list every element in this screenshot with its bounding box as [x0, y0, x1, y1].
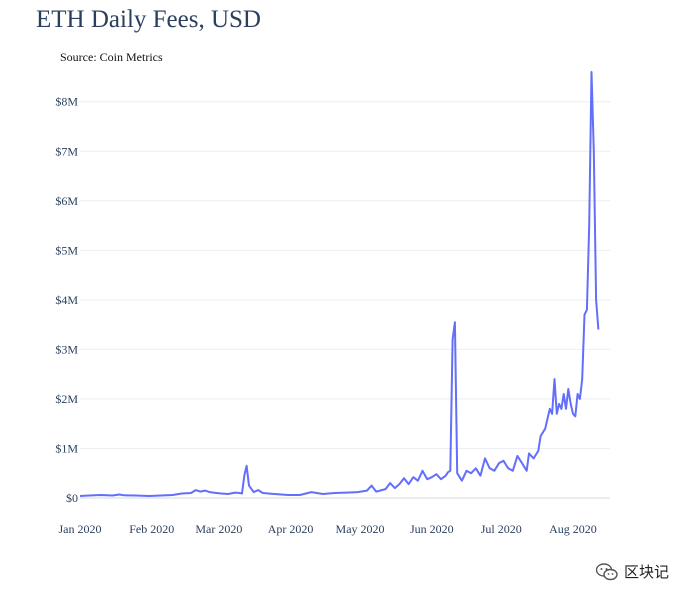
- x-axis-ticks: Jan 2020 Feb 2020 Mar 2020 Apr 2020 May 2020…: [59, 522, 597, 536]
- y-tick-label: $6M: [55, 194, 78, 208]
- y-tick-label: $0: [66, 491, 78, 505]
- series-line: [79, 71, 600, 497]
- y-axis-ticks: $0 $1M $2M $3M $4M $5M $6M $7M $8M: [55, 95, 78, 505]
- y-tick-label: $5M: [55, 243, 78, 257]
- x-tick-label: Jun 2020: [410, 522, 454, 536]
- watermark: 区块记: [595, 561, 670, 582]
- x-tick-label: Aug 2020: [549, 522, 597, 536]
- x-tick-label: Mar 2020: [195, 522, 242, 536]
- chart-title: ETH Daily Fees, USD: [36, 6, 261, 33]
- x-tick-label: Feb 2020: [129, 522, 174, 536]
- source-note: Source: Coin Metrics: [60, 50, 163, 64]
- y-tick-label: $2M: [55, 392, 78, 406]
- wechat-icon: [595, 562, 618, 581]
- watermark-text: 区块记: [624, 563, 670, 581]
- y-tick-label: $4M: [55, 293, 78, 307]
- x-tick-label: May 2020: [336, 522, 385, 536]
- y-tick-label: $3M: [55, 342, 78, 356]
- y-tick-label: $8M: [55, 95, 78, 109]
- series-layer: [79, 71, 600, 497]
- x-tick-label: Apr 2020: [268, 522, 314, 536]
- y-tick-label: $1M: [55, 441, 78, 455]
- x-tick-label: Jan 2020: [59, 522, 102, 536]
- y-tick-label: $7M: [55, 144, 78, 158]
- gridlines: [80, 101, 610, 499]
- x-tick-label: Jul 2020: [481, 522, 522, 536]
